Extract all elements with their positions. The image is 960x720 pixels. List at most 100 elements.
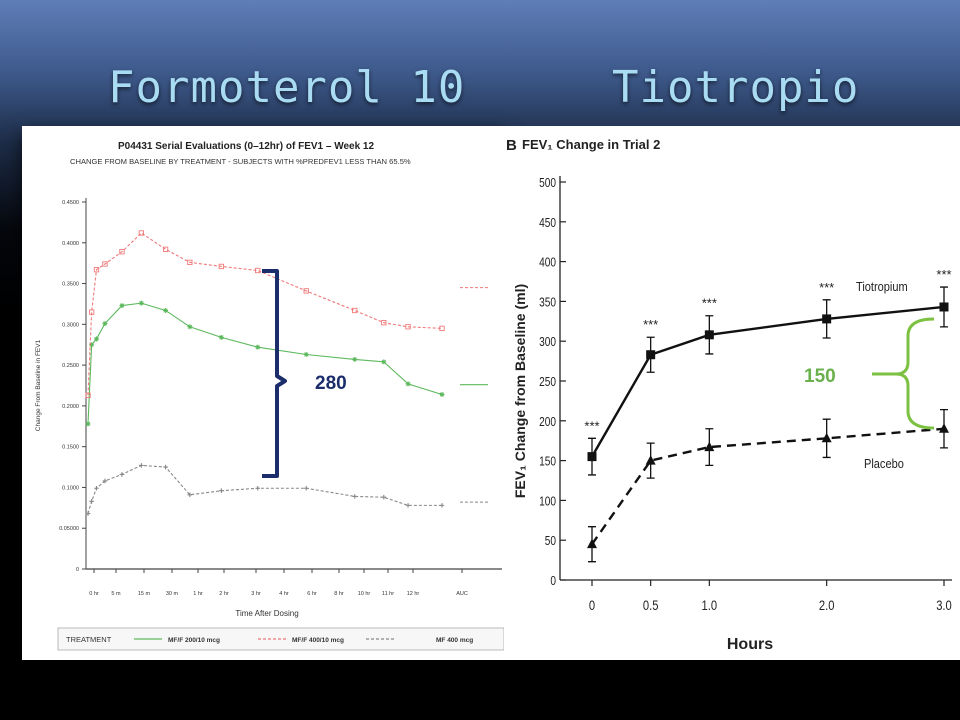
chart-left-point — [303, 485, 309, 491]
chart-left-point — [255, 267, 261, 274]
chart-right-x-tick-label: 1.0 — [702, 598, 718, 613]
chart-left-panel: P04431 Serial Evaluations (0–12hr) of FE… — [22, 126, 504, 660]
chart-left-annotation: 280 — [315, 373, 347, 394]
chart-left-point — [303, 288, 309, 294]
chart-right-x-tick-label: 3.0 — [936, 598, 952, 613]
chart-right-panel: B FEV₁ Change in Trial 2 0 50 100 150 200 250 30… — [504, 126, 960, 660]
chart-left-point — [85, 421, 91, 427]
chart-left-point — [102, 478, 108, 484]
chart-left-y-tick-label: 0.1000 — [62, 485, 79, 491]
chart-right-y-tick-label: 250 — [539, 375, 556, 389]
chart-right-line-placebo — [591, 427, 945, 545]
slide-title-left: Formoterol 10 — [108, 62, 466, 113]
chart-right-y-tick-label: 200 — [539, 415, 556, 429]
chart-right-point-tiotropium — [587, 452, 597, 462]
chart-left-point — [439, 391, 445, 397]
chart-left-point — [138, 230, 144, 236]
chart-right-y-tick-label: 500 — [539, 176, 556, 190]
chart-left-point — [138, 300, 144, 306]
chart-right-point-tiotropium — [822, 314, 832, 324]
chart-left-point — [162, 246, 169, 252]
chart-left-series-line — [87, 232, 443, 396]
chart-right-significance: *** — [702, 296, 717, 311]
chart-left-point — [352, 356, 358, 362]
chart-left-point — [88, 309, 95, 315]
chart-right-point-tiotropium — [939, 302, 949, 312]
chart-left-legend-title: TREATMENT — [66, 635, 112, 644]
chart-right-y-tick-label: 100 — [539, 494, 556, 508]
chart-left-series-line — [87, 302, 443, 424]
chart-left-y-tick-label: 0.4000 — [62, 241, 79, 247]
chart-right-y-tick-label: 450 — [539, 216, 556, 230]
chart-left-legend-label: MF 400 mcg — [436, 637, 473, 644]
chart-right-y-tick-label: 150 — [539, 454, 556, 468]
chart-left-point — [93, 336, 99, 342]
chart-left-point — [85, 511, 91, 516]
chart-left-point — [405, 324, 411, 330]
chart-right-point-placebo — [587, 538, 597, 549]
chart-left-y-tick-label: 0.3500 — [62, 282, 79, 288]
chart-left-point — [439, 503, 445, 508]
chart-right-title: FEV₁ Change in Trial 2 — [522, 137, 660, 152]
chart-left-legend-label: MF/F 200/10 mcg — [168, 637, 220, 644]
chart-left-point — [139, 463, 144, 468]
chart-right-point-tiotropium — [704, 330, 714, 340]
chart-left-point — [94, 485, 99, 491]
chart-left-point — [102, 321, 108, 327]
chart-left-point — [218, 263, 225, 270]
chart-left-legend-label: MF/F 400/10 mcg — [292, 637, 344, 644]
chart-left-svg: P04431 Serial Evaluations (0–12hr) of FE… — [35, 141, 504, 651]
chart-left-x-label: Time After Dosing — [235, 609, 298, 618]
chart-right-svg: B FEV₁ Change in Trial 2 0 50 100 150 200 250 30… — [506, 137, 952, 653]
chart-left-x-tick-label: 4 hr — [279, 591, 289, 597]
chart-left-point — [255, 485, 261, 491]
chart-right-x-tick-label: 2.0 — [819, 598, 835, 613]
chart-right-x-tick-label: 0.5 — [643, 598, 659, 613]
chart-left-point — [187, 324, 193, 330]
chart-left-point — [218, 334, 224, 340]
chart-left-point — [187, 492, 193, 498]
chart-left-point — [163, 464, 168, 470]
chart-right-title-prefix: B — [506, 137, 517, 154]
chart-right-y-label: FEV₁ Change from Baseline (ml) — [512, 284, 528, 498]
chart-right-y-tick-label: 50 — [545, 534, 557, 548]
chart-left-series-line — [87, 464, 442, 514]
chart-left-point — [163, 307, 169, 313]
chart-left-x-tick-label: 5 m — [111, 591, 121, 597]
chart-left-point — [102, 261, 108, 267]
chart-left-point — [381, 494, 387, 500]
chart-left-y-tick-label: 0 — [76, 567, 79, 573]
chart-left-point — [352, 494, 358, 499]
chart-left-point — [89, 499, 94, 504]
chart-left-x-tick-label: 15 m — [138, 591, 151, 597]
chart-left-point — [303, 352, 309, 358]
chart-left-x-tick-label: 30 m — [166, 591, 179, 597]
chart-left-bracket — [262, 269, 287, 478]
chart-right-annotation: 150 — [804, 366, 836, 387]
chart-left-x-tick-label: 0 hr — [89, 591, 99, 597]
chart-left-y-tick-label: 0.2000 — [62, 404, 79, 410]
chart-left-point — [187, 259, 193, 266]
chart-left-x-tick-label: 12 hr — [407, 591, 420, 597]
chart-right-point-placebo — [939, 423, 949, 433]
chart-left-point — [119, 249, 125, 255]
chart-right-y-tick-label: 400 — [539, 255, 556, 269]
chart-left-x-tick-label: 2 hr — [219, 591, 229, 597]
chart-left-x-tick-label: 3 hr — [251, 591, 261, 597]
chart-left-point — [85, 392, 91, 398]
chart-right-significance: *** — [584, 418, 599, 433]
chart-left-x-tick-label: 10 hr — [358, 591, 371, 597]
chart-left-point — [93, 267, 100, 273]
chart-left-point — [119, 472, 125, 477]
chart-left-x-tick-label: 11 hr — [382, 591, 394, 597]
chart-left-point — [119, 303, 125, 309]
chart-left-y-tick-label: 0.2500 — [62, 363, 79, 369]
chart-left-point — [219, 488, 224, 494]
chart-left-point — [381, 320, 387, 326]
chart-right-point-tiotropium — [646, 350, 656, 360]
chart-right-y-tick-label: 0 — [550, 574, 556, 588]
chart-left-y-tick-label: 0.1500 — [62, 445, 79, 451]
chart-left-point — [405, 503, 411, 508]
chart-right-point-placebo — [704, 441, 715, 452]
chart-left-point — [352, 307, 358, 314]
